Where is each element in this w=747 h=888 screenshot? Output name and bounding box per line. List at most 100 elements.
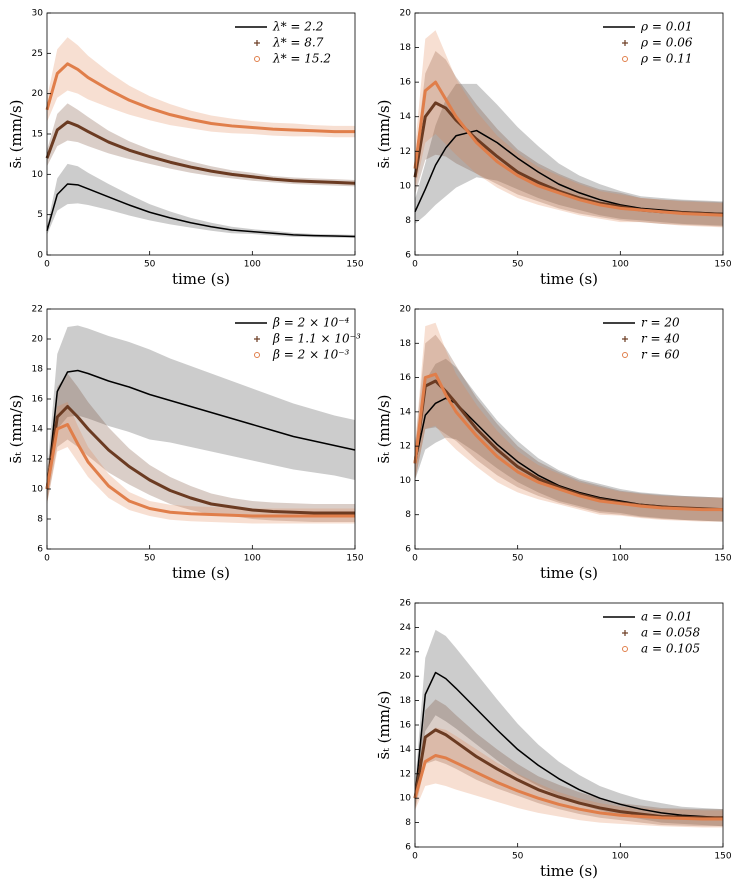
series-line [414,671,724,819]
panel: 0 50 100 150 6 8 10 12 14 16 18 20 22 24 26 time (s) s̄ₜ… [375,599,732,881]
y-tick-label: 18 [400,43,412,53]
axes-frame [414,308,724,550]
legend-label: r = 20 [641,316,680,330]
x-tick-label: 50 [512,852,524,862]
panel: 0 50 100 150 6 8 10 12 14 16 18 20 time (s) s̄ₜ (mm/s… [375,305,732,583]
y-tick-label: 22 [400,647,411,657]
x-tick-label: 150 [346,260,363,270]
y-tick-label: 20 [400,305,412,315]
series-line [46,183,356,238]
y-tick-label: 12 [32,455,43,465]
y-tick-label: 6 [405,545,411,555]
legend-label: a = 0.058 [641,626,701,640]
y-tick-label: 26 [400,599,412,609]
y-tick-label: 15 [32,130,43,140]
y-tick-label: 0 [37,251,43,261]
y-tick-label: 20 [400,672,412,682]
y-tick-label: 5 [37,210,43,220]
y-tick-label: 8 [405,510,411,520]
legend-label: λ* = 8.7 [272,36,324,50]
band [47,163,355,239]
y-tick-label: 20 [32,89,44,99]
x-tick-label: 100 [244,260,261,270]
legend-label: a = 0.01 [641,610,693,624]
x-tick-label: 150 [714,260,731,270]
legend-symbol [254,56,260,62]
y-tick-label: 10 [32,485,44,495]
y-tick-label: 8 [405,818,411,828]
legend-symbol [622,352,628,358]
x-axis-label: time (s) [540,270,598,288]
x-tick-label: 150 [346,554,363,564]
x-tick-label: 100 [612,260,629,270]
y-tick-label: 10 [400,476,412,486]
y-tick-label: 22 [32,305,43,315]
band [47,37,355,138]
legend-symbol [622,646,628,652]
legend-label: β = 2 × 10⁻⁴ [272,316,350,330]
legend-symbol [254,352,260,358]
x-tick-label: 50 [512,554,524,564]
y-tick-label: 24 [400,623,412,633]
x-tick-label: 150 [714,852,731,862]
axes-frame [414,12,724,256]
band [47,325,355,504]
legend-label: r = 60 [641,348,680,362]
legend-symbol [622,56,628,62]
series-line [46,369,356,490]
x-tick-label: 0 [412,852,418,862]
series-line [413,372,723,512]
y-tick-label: 16 [32,395,44,405]
x-tick-label: 100 [244,554,261,564]
y-tick-label: 18 [32,365,44,375]
panel: 0 50 100 150 0 5 10 15 20 25 30 time (s) s̄ₜ (mm/s) λ… [7,9,364,289]
y-axis-label: s̄ₜ (mm/s) [375,99,393,168]
y-axis-label: s̄ₜ (mm/s) [7,394,25,463]
band [415,30,723,228]
legend-label: r = 40 [641,332,680,346]
y-tick-label: 14 [400,112,412,122]
y-tick-label: 6 [405,843,411,853]
y-tick-label: 8 [37,515,43,525]
x-tick-label: 50 [144,260,156,270]
legend-label: a = 0.105 [641,642,700,656]
legend-label: ρ = 0.06 [640,36,693,50]
y-tick-label: 18 [400,696,412,706]
y-tick-label: 25 [32,49,43,59]
y-tick-label: 12 [400,769,411,779]
panel: 0 50 100 150 6 8 10 12 14 16 18 20 22 time (s) s̄ₜ (mm… [7,305,364,583]
y-tick-label: 20 [32,335,44,345]
legend-label: λ* = 15.2 [272,52,331,66]
x-tick-label: 100 [612,554,629,564]
y-axis-label: s̄ₜ (mm/s) [375,690,393,759]
x-tick-label: 0 [44,260,50,270]
x-tick-label: 50 [144,554,156,564]
band [415,629,723,827]
series-line [413,754,723,821]
legend-label: ρ = 0.11 [640,52,692,66]
band [415,83,723,226]
series-line [45,405,355,515]
band [47,402,355,524]
series-line [413,80,724,217]
x-tick-label: 150 [714,554,731,564]
y-tick-label: 16 [400,721,412,731]
y-tick-label: 6 [37,545,43,555]
legend-label: β = 2 × 10⁻³ [272,348,350,362]
panel: 0 50 100 150 6 8 10 12 14 16 18 20 time (s) s̄ₜ (mm/s… [375,9,732,289]
x-tick-label: 0 [44,554,50,564]
x-axis-label: time (s) [172,564,230,582]
band [415,322,723,522]
series-line [45,423,355,518]
x-tick-label: 100 [612,852,629,862]
y-tick-label: 8 [405,216,411,226]
x-tick-label: 0 [412,554,418,564]
y-tick-label: 14 [32,425,44,435]
series-line [45,120,356,185]
legend-label: ρ = 0.01 [640,20,692,34]
x-tick-label: 0 [412,260,418,270]
x-axis-label: time (s) [540,862,598,880]
y-tick-label: 12 [400,442,411,452]
y-tick-label: 10 [32,170,44,180]
